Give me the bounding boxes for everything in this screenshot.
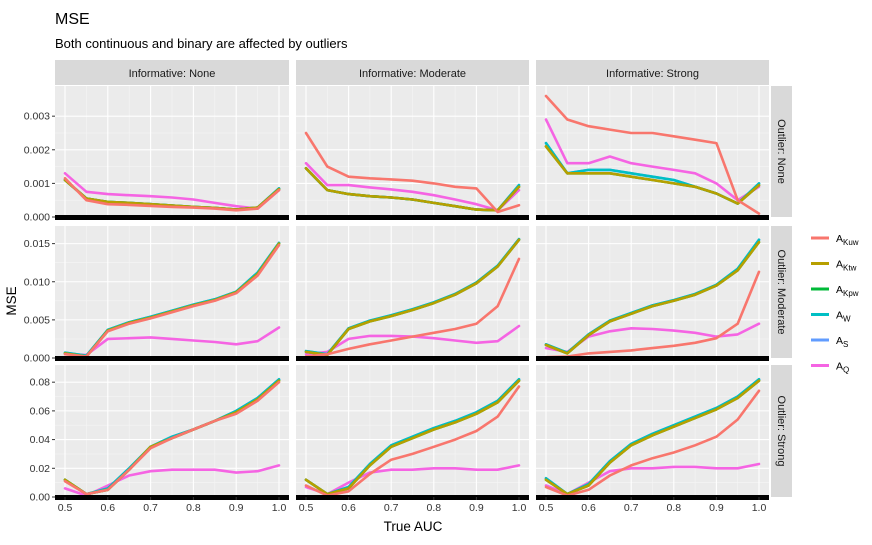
- facet-strip-col: [536, 60, 769, 85]
- series-line-kuw: [63, 243, 281, 358]
- legend-label: AKtw: [836, 259, 857, 273]
- zero-baseline: [536, 356, 769, 361]
- facet-panels: Informative: None Informative: Moderate In…: [24, 60, 792, 514]
- legend-label: AS: [836, 335, 848, 349]
- facet-strip-row: [771, 226, 792, 358]
- legend-label: AKpw: [836, 284, 859, 298]
- x-tick-label: 0.7: [624, 502, 639, 514]
- facet-panel: [55, 365, 289, 500]
- facet-panel: [296, 226, 529, 361]
- facet-panel: [536, 365, 769, 500]
- facet-panel: [296, 86, 529, 220]
- x-tick-label: 0.8: [666, 502, 681, 514]
- y-tick-label: 0.000: [24, 353, 50, 365]
- y-tick-label: 0.00: [30, 492, 51, 504]
- x-axis-label: True AUC: [384, 519, 443, 534]
- series-line-kuw: [63, 177, 281, 212]
- x-tick-label: 1.0: [272, 502, 287, 514]
- facet-panel: [536, 86, 769, 220]
- series-line-kuw: [304, 257, 521, 358]
- x-tick-label: 0.5: [58, 502, 73, 514]
- x-tick-label: 0.5: [539, 502, 554, 514]
- facet-row-label: Outlier: Moderate: [775, 250, 787, 335]
- facet-panel: [55, 226, 289, 361]
- y-tick-label: 0.005: [24, 314, 50, 326]
- zero-baseline: [296, 495, 529, 500]
- series-line-kuw: [544, 389, 761, 497]
- y-tick-label: 0.02: [30, 463, 51, 475]
- zero-baseline: [296, 356, 529, 361]
- zero-baseline: [296, 215, 529, 220]
- series-line-ktw: [304, 167, 521, 212]
- y-tick-label: 0.003: [24, 111, 50, 123]
- series-line-q: [544, 118, 761, 202]
- zero-baseline: [536, 495, 769, 500]
- series-line-kuw: [304, 385, 521, 497]
- facet-col-label: Informative: Strong: [606, 68, 699, 80]
- zero-baseline: [55, 215, 289, 220]
- legend: AKuw AKtw AKpw AW AS AQ: [811, 233, 859, 375]
- x-tick-label: 0.8: [186, 502, 201, 514]
- facet-strip-col: [296, 60, 529, 85]
- x-tick-label: 0.8: [426, 502, 441, 514]
- x-tick-label: 0.9: [229, 502, 244, 514]
- y-tick-label: 0.04: [30, 434, 51, 446]
- facet-col-label: Informative: None: [129, 68, 216, 80]
- series-line-q: [63, 464, 281, 497]
- legend-label: AKuw: [836, 233, 859, 247]
- facet-panel: [296, 365, 529, 500]
- series-line-ktw: [304, 238, 521, 357]
- series-line-q: [304, 464, 521, 496]
- chart-subtitle: Both continuous and binary are affected …: [55, 36, 348, 51]
- legend-label: AW: [836, 310, 851, 324]
- facet-col-label: Informative: Moderate: [359, 68, 466, 80]
- y-tick-label: 0.06: [30, 405, 51, 417]
- facet-row-label: Outlier: None: [775, 119, 787, 184]
- facet-row-label: Outlier: Strong: [775, 396, 787, 467]
- x-tick-label: 0.6: [581, 502, 596, 514]
- y-axis-label: MSE: [4, 286, 19, 315]
- legend-label: AQ: [836, 361, 849, 375]
- x-tick-label: 0.9: [709, 502, 724, 514]
- x-tick-label: 0.7: [384, 502, 399, 514]
- x-tick-label: 0.6: [100, 502, 115, 514]
- x-tick-label: 1.0: [752, 502, 767, 514]
- zero-baseline: [55, 495, 289, 500]
- x-tick-label: 0.6: [341, 502, 356, 514]
- x-tick-label: 0.7: [143, 502, 158, 514]
- series-line-kuw: [544, 94, 761, 215]
- y-tick-label: 0.010: [24, 276, 50, 288]
- zero-baseline: [55, 356, 289, 361]
- series-line-q: [304, 161, 521, 212]
- series-line-ktw: [544, 379, 761, 496]
- series-line-ktw: [544, 240, 761, 355]
- x-tick-label: 0.5: [299, 502, 314, 514]
- x-tick-label: 1.0: [512, 502, 527, 514]
- series-line-ktw: [304, 379, 521, 496]
- series-line-ktw: [544, 145, 761, 205]
- series-line-q: [63, 326, 281, 357]
- series-line-kuw: [544, 270, 761, 359]
- chart-title: MSE: [55, 11, 90, 28]
- x-tick-label: 0.9: [469, 502, 484, 514]
- y-tick-label: 0.015: [24, 238, 50, 250]
- zero-baseline: [536, 215, 769, 220]
- facet-strip-row: [771, 365, 792, 497]
- facet-panel: [55, 86, 289, 220]
- series-line-q: [63, 172, 281, 210]
- y-tick-label: 0.002: [24, 144, 50, 156]
- y-tick-label: 0.001: [24, 178, 50, 190]
- facet-strip-row: [771, 86, 792, 217]
- facet-panel: [536, 226, 769, 361]
- series-line-kuw: [304, 131, 521, 214]
- facet-strip-col: [55, 60, 289, 85]
- series-line-kuw: [63, 380, 281, 496]
- y-tick-label: 0.000: [24, 212, 50, 224]
- y-tick-label: 0.08: [30, 377, 51, 389]
